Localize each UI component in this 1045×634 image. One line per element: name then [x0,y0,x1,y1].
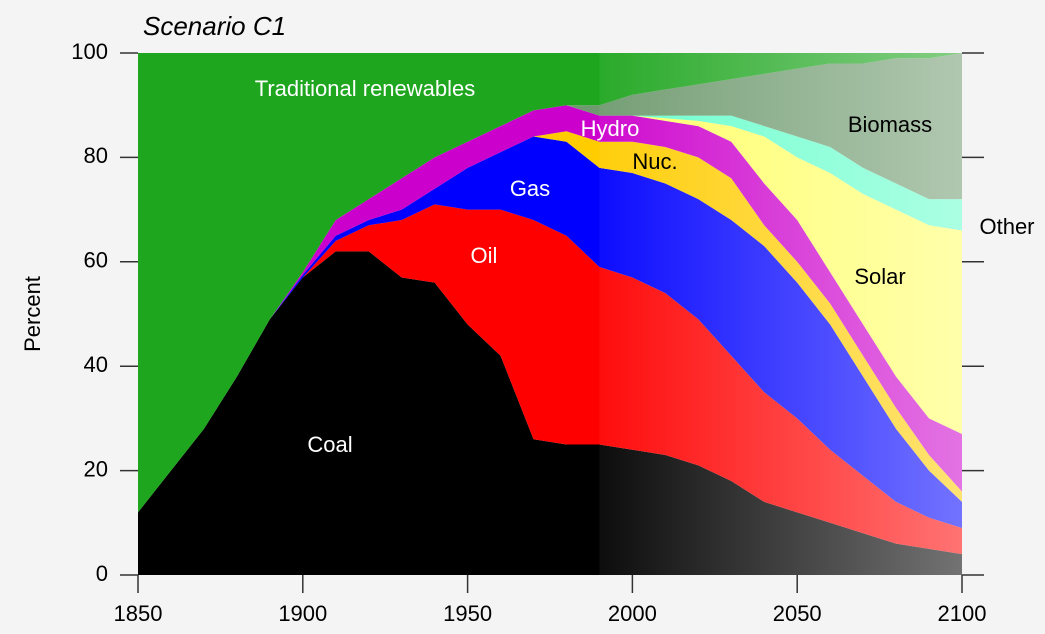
x-tick-label: 2000 [608,601,657,626]
chart-title: Scenario C1 [143,11,286,41]
series-label: Traditional renewables [255,76,476,101]
series-label: Biomass [848,112,932,137]
series-label: Oil [471,243,498,268]
area [138,53,962,513]
x-tick-label: 1900 [278,601,327,626]
y-tick-label: 80 [84,143,108,168]
projection-fade [599,53,962,575]
series-label: Other [979,214,1034,239]
series-label: Gas [510,176,550,201]
x-tick-label: 2100 [938,601,987,626]
x-tick-label: 2050 [773,601,822,626]
y-tick-label: 0 [96,561,108,586]
area [138,136,962,529]
series-label: Solar [854,264,905,289]
x-tick-label: 1950 [443,601,492,626]
y-tick-label: 40 [84,352,108,377]
y-tick-label: 60 [84,248,108,273]
y-axis-label: Percent [20,276,45,352]
y-tick-label: 100 [71,39,108,64]
area [138,251,962,576]
x-tick-label: 1850 [114,601,163,626]
series-label: Coal [307,432,352,457]
plot-area [138,53,962,576]
series-label: Nuc. [632,149,677,174]
series-label: Hydro [581,116,640,141]
y-tick-label: 20 [84,456,108,481]
